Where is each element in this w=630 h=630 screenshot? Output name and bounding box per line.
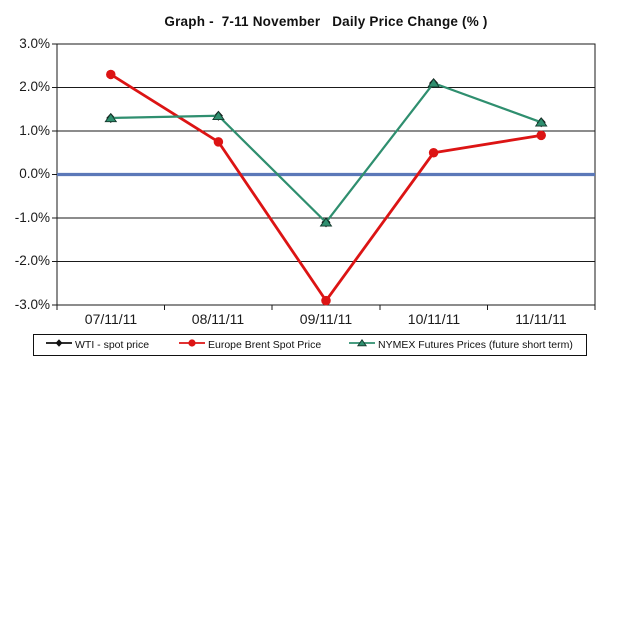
plot-area <box>52 43 596 310</box>
legend-marker-swatch <box>46 339 72 347</box>
x-axis-tick-label: 10/11/11 <box>407 311 461 327</box>
legend-entry-brent: Europe Brent Spot Price <box>179 335 321 355</box>
y-axis-tick-label: 1.0% <box>19 123 50 138</box>
series-line-2 <box>110 82 542 224</box>
x-axis-tick-label: 08/11/11 <box>191 311 245 327</box>
legend-glyph <box>188 339 196 347</box>
series-2-marker <box>534 117 548 127</box>
legend-label-wti: WTI - spot price <box>75 339 150 351</box>
y-axis-tick-label: -3.0% <box>14 297 50 312</box>
series-1-marker <box>106 69 116 80</box>
series-line-0 <box>110 82 542 224</box>
series-line-1 <box>110 73 542 303</box>
legend-marker-swatch <box>349 338 375 347</box>
y-axis-tick-label: 2.0% <box>19 79 50 94</box>
y-axis-tick-label: -2.0% <box>14 253 50 268</box>
series-2-marker <box>319 217 333 227</box>
wti-diamond-marker-icon <box>46 336 72 354</box>
x-axis-tick-label: 07/11/11 <box>84 311 138 327</box>
x-axis-tick-label: 11/11/11 <box>515 311 567 327</box>
legend-entry-nymex: NYMEX Futures Prices (future short term) <box>349 335 573 355</box>
y-axis-tick-label: 3.0% <box>19 36 50 51</box>
brent-circle-marker-icon <box>179 336 205 354</box>
series-1-marker <box>428 148 439 158</box>
x-axis-tick-label: 09/11/11 <box>299 311 353 327</box>
legend-glyph <box>55 339 63 347</box>
series-2-marker <box>104 112 118 123</box>
legend-entry-wti: WTI - spot price <box>46 335 149 355</box>
legend-label-nymex: NYMEX Futures Prices (future short term) <box>378 339 573 351</box>
y-axis-tick-label: 0.0% <box>19 166 50 181</box>
legend-label-brent: Europe Brent Spot Price <box>208 339 322 351</box>
legend-glyph <box>356 338 368 347</box>
series-2-marker <box>427 78 440 88</box>
chart-legend: WTI - spot price Europe Brent Spot Price… <box>33 334 587 356</box>
y-axis-tick-label: -1.0% <box>14 210 50 225</box>
nymex-triangle-marker-icon <box>349 336 375 354</box>
series-2-marker <box>212 110 225 120</box>
series-1-marker <box>536 130 546 141</box>
series-1-marker <box>321 295 331 306</box>
legend-marker-swatch <box>179 339 205 347</box>
series-1-marker <box>213 137 224 147</box>
chart-title: Graph - 7-11 November Daily Price Change… <box>164 14 488 29</box>
